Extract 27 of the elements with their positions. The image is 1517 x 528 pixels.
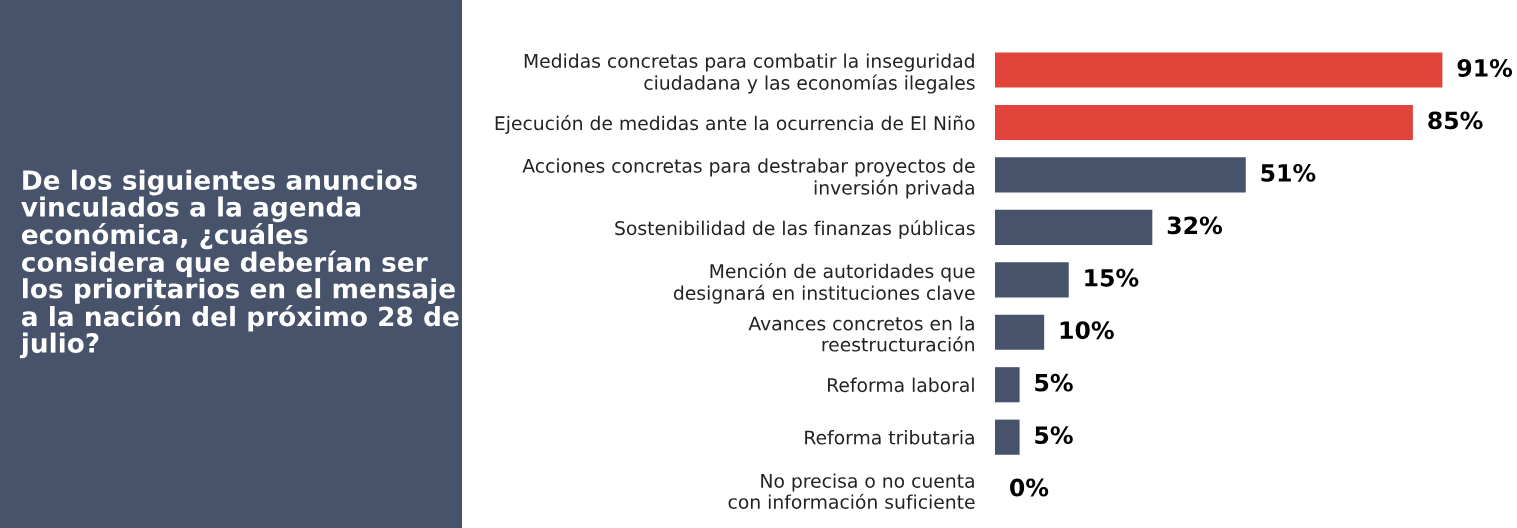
- bar: [995, 157, 1246, 193]
- y-tick-label: Ejecución de medidas ante la ocurrencia de El Niño: [495, 115, 975, 134]
- y-tick-label: Medidas concretas para combatir la inseguridad ciudadana y las economías ilegales: [524, 53, 975, 94]
- data-label: 15%: [1085, 268, 1139, 287]
- bar: [995, 314, 1045, 350]
- text: De los siguientes anuncios vinculados a la agenda económica, ¿cuáles considera que deberían ser los prioritarios en el mensaje a la nación del próximo 28 de julio?: [19, 169, 459, 359]
- data-label: 85%: [1428, 111, 1483, 130]
- data-label: 5%: [1035, 426, 1073, 445]
- data-label: 51%: [1261, 163, 1316, 182]
- bar: [995, 209, 1153, 245]
- bar: [995, 52, 1443, 88]
- y-tick-label: Avances concretos en la reestructuración: [748, 316, 974, 352]
- bar: [995, 104, 1413, 141]
- y-tick-label: Mención de autoridades que designará en instituciones clave: [673, 262, 975, 304]
- y-tick-label: Reforma laboral: [828, 377, 974, 393]
- y-tick-label: No precisa o no cuenta con información suficiente: [728, 473, 975, 509]
- y-tick-label: Reforma tributaria: [805, 430, 974, 445]
- data-label: 0%: [1010, 478, 1049, 497]
- data-label: 91%: [1457, 59, 1513, 77]
- bar: [995, 367, 1020, 403]
- y-tick-label: Acciones concretas para destrabar proyectos de inversión privada: [522, 158, 975, 199]
- y-tick-label: Sostenibilidad de las finanzas públicas: [615, 219, 975, 239]
- bar: [995, 419, 1020, 455]
- data-label: 32%: [1167, 216, 1222, 235]
- data-label: 5%: [1035, 373, 1073, 392]
- bar: [995, 262, 1069, 298]
- data-label: 10%: [1060, 321, 1114, 340]
